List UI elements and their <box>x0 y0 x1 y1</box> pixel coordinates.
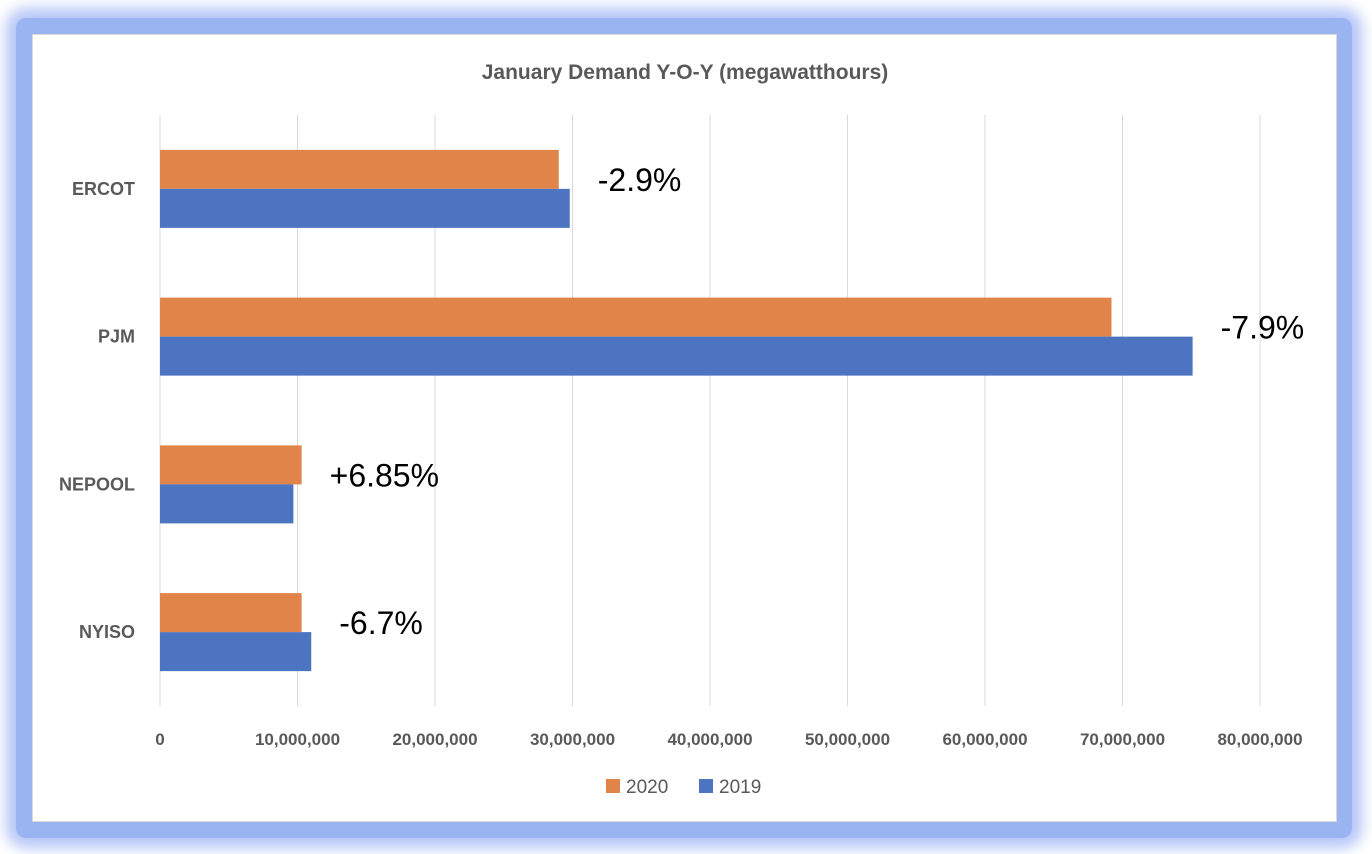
bar-pjm-2020 <box>160 297 1112 337</box>
x-tick-label-7: 70,000,000 <box>1080 730 1165 749</box>
legend-swatch-2019 <box>699 779 713 793</box>
x-tick-label-1: 10,000,000 <box>255 730 340 749</box>
change-annotations: -2.9% -7.9% +6.85% -6.7% <box>330 162 1305 641</box>
x-axis-tick-labels: 0 10,000,000 20,000,000 30,000,000 40,000,00… <box>155 730 1302 749</box>
x-tick-label-5: 50,000,000 <box>805 730 890 749</box>
x-tick-label-0: 0 <box>155 730 164 749</box>
legend: 2020 2019 <box>606 777 761 798</box>
x-tick-label-2: 20,000,000 <box>392 730 477 749</box>
x-tick-label-6: 60,000,000 <box>942 730 1027 749</box>
bar-ercot-2020 <box>160 149 559 189</box>
legend-label-2020: 2020 <box>626 777 668 798</box>
category-label-nepool: NEPOOL <box>59 474 135 494</box>
x-tick-label-3: 30,000,000 <box>530 730 615 749</box>
x-tick-label-4: 40,000,000 <box>667 730 752 749</box>
change-annotation-nyiso: -6.7% <box>339 605 423 641</box>
legend-label-2019: 2019 <box>719 777 761 798</box>
category-labels: ERCOT PJM NEPOOL NYISO <box>59 179 135 642</box>
legend-swatch-2020 <box>606 779 620 793</box>
x-tick-label-8: 80,000,000 <box>1217 730 1302 749</box>
bar-nyiso-2019 <box>160 632 312 672</box>
bar-pjm-2019 <box>160 336 1193 376</box>
bar-nyiso-2020 <box>160 593 302 633</box>
change-annotation-ercot: -2.9% <box>598 162 682 198</box>
bar-ercot-2019 <box>160 188 570 228</box>
bars <box>160 149 1193 672</box>
bar-nepool-2020 <box>160 445 302 485</box>
change-annotation-pjm: -7.9% <box>1221 310 1305 346</box>
category-label-pjm: PJM <box>98 327 135 347</box>
chart-title: January Demand Y-O-Y (megawatthours) <box>482 61 889 84</box>
category-label-ercot: ERCOT <box>72 179 135 199</box>
bar-nepool-2019 <box>160 484 294 524</box>
change-annotation-nepool: +6.85% <box>330 457 439 493</box>
category-label-nyiso: NYISO <box>79 622 135 642</box>
